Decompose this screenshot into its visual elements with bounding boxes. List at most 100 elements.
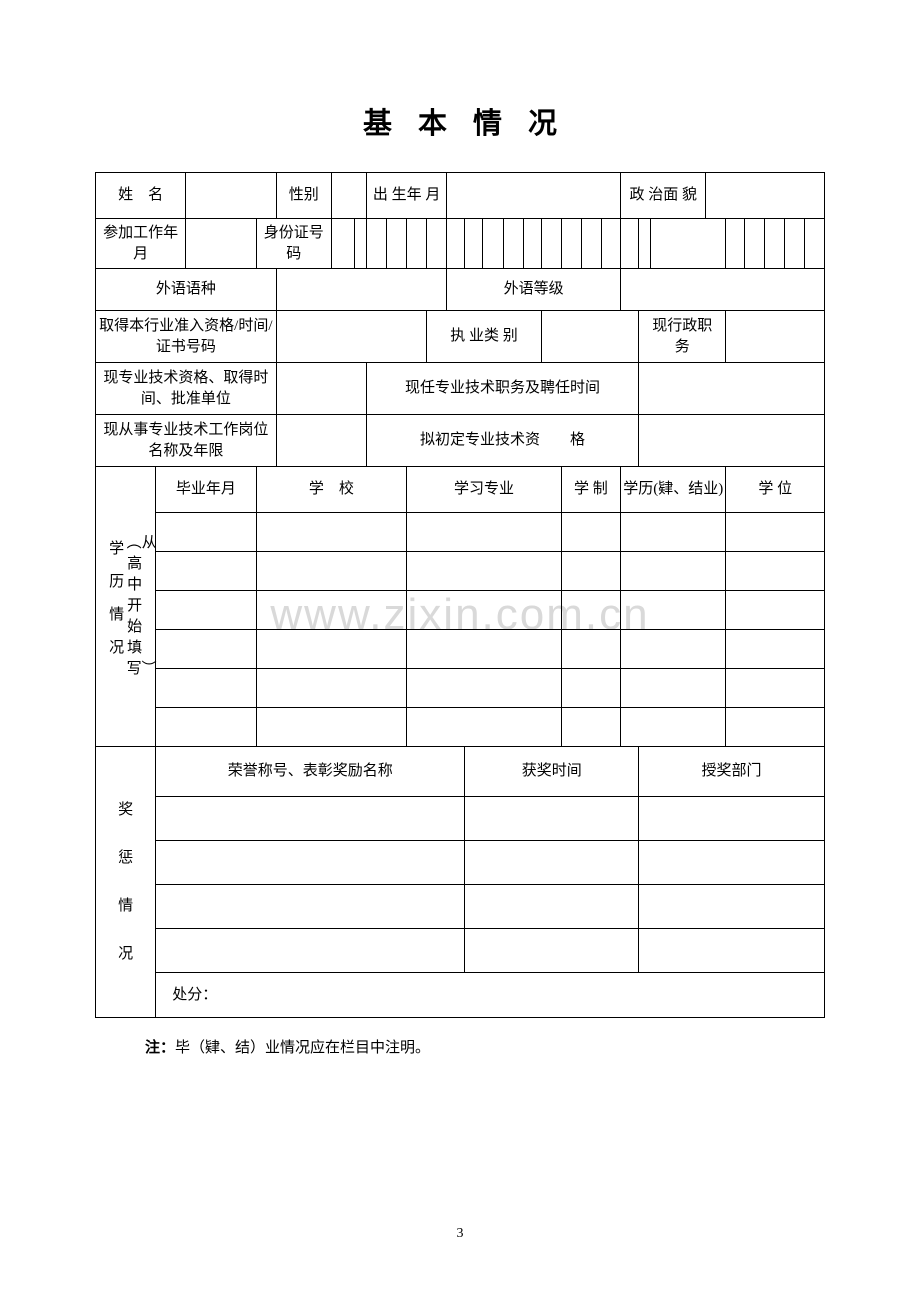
name-label: 姓 名	[96, 173, 186, 219]
id-16	[621, 219, 639, 269]
plan-value	[639, 415, 825, 467]
edu-r2-major	[407, 552, 562, 591]
page-title: 基本情况	[95, 100, 825, 142]
award-r1-time	[465, 797, 639, 841]
cur-work-value	[276, 415, 366, 467]
edu-school-label: 学 校	[256, 467, 407, 513]
plan-label: 拟初定专业技术资 格	[367, 415, 639, 467]
edu-r1-school	[256, 513, 407, 552]
id-19	[726, 219, 744, 269]
cur-post-label: 现任专业技术职务及聘任时间	[367, 363, 639, 415]
lang-level-label: 外语等级	[447, 269, 621, 311]
edu-r2-date	[156, 552, 256, 591]
edu-r4-major	[407, 630, 562, 669]
award-dept-label: 授奖部门	[639, 747, 825, 797]
award-honor-label: 荣誉称号、表彰奖励名称	[156, 747, 465, 797]
page-number: 3	[0, 1226, 920, 1242]
id-10	[503, 219, 523, 269]
workdate-label: 参加工作年月	[96, 219, 186, 269]
id-11	[523, 219, 541, 269]
id-9	[483, 219, 503, 269]
award-r3-honor	[156, 885, 465, 929]
edu-r1-status	[621, 513, 726, 552]
id-23	[804, 219, 824, 269]
id-2	[354, 219, 366, 269]
id-22	[784, 219, 804, 269]
award-r2-honor	[156, 841, 465, 885]
award-r4-honor	[156, 929, 465, 973]
admin-value	[726, 311, 825, 363]
id-8	[465, 219, 483, 269]
footnote: 注：毕（肄、结）业情况应在栏目中注明。	[145, 1036, 825, 1057]
edu-r3-degree	[726, 591, 825, 630]
chufen-label: 处分：	[156, 973, 825, 1018]
award-r3-dept	[639, 885, 825, 929]
edu-r4-degree	[726, 630, 825, 669]
edu-side-label: 学历情况 ︵从高中开始填写︶	[96, 467, 156, 747]
edu-r6-major	[407, 708, 562, 747]
edu-r5-degree	[726, 669, 825, 708]
cur-work-label: 现从事专业技术工作岗位名称及年限	[96, 415, 277, 467]
id-3	[367, 219, 387, 269]
edu-r1-dur	[561, 513, 620, 552]
edu-r5-status	[621, 669, 726, 708]
award-side-label: 奖 惩 情 况	[96, 747, 156, 1018]
edu-r2-school	[256, 552, 407, 591]
gender-label: 性别	[276, 173, 331, 219]
award-r2-dept	[639, 841, 825, 885]
edu-r3-status	[621, 591, 726, 630]
qual-value	[276, 311, 427, 363]
workdate-value	[186, 219, 256, 269]
id-21	[764, 219, 784, 269]
edu-r4-school	[256, 630, 407, 669]
edu-r4-status	[621, 630, 726, 669]
award-r2-time	[465, 841, 639, 885]
edu-r1-major	[407, 513, 562, 552]
id-13	[561, 219, 581, 269]
id-15	[601, 219, 620, 269]
edu-r6-dur	[561, 708, 620, 747]
edu-r1-date	[156, 513, 256, 552]
political-value	[706, 173, 825, 219]
edu-duration-label: 学 制	[561, 467, 620, 513]
id-6	[427, 219, 447, 269]
admin-label: 现行政职 务	[639, 311, 726, 363]
edu-r6-degree	[726, 708, 825, 747]
lang-level-value	[621, 269, 825, 311]
edu-major-label: 学习专业	[407, 467, 562, 513]
id-18	[651, 219, 726, 269]
edu-r2-dur	[561, 552, 620, 591]
edu-r4-dur	[561, 630, 620, 669]
political-label: 政 治面 貌	[621, 173, 706, 219]
edu-r5-dur	[561, 669, 620, 708]
lang-label: 外语语种	[96, 269, 277, 311]
edu-r5-school	[256, 669, 407, 708]
edu-r5-major	[407, 669, 562, 708]
qual-label: 取得本行业准入资格/时间/证书号码	[96, 311, 277, 363]
edu-r6-status	[621, 708, 726, 747]
practice-value	[541, 311, 638, 363]
id-14	[581, 219, 601, 269]
gender-value	[331, 173, 366, 219]
edu-graddate-label: 毕业年月	[156, 467, 256, 513]
cur-post-value	[639, 363, 825, 415]
edu-r3-school	[256, 591, 407, 630]
award-r4-time	[465, 929, 639, 973]
id-12	[541, 219, 561, 269]
award-time-label: 获奖时间	[465, 747, 639, 797]
edu-status-label: 学历(肄、结业)	[621, 467, 726, 513]
edu-r5-date	[156, 669, 256, 708]
edu-r3-date	[156, 591, 256, 630]
name-value	[186, 173, 276, 219]
practice-label: 执 业类 别	[427, 311, 541, 363]
lang-value	[276, 269, 447, 311]
edu-r1-degree	[726, 513, 825, 552]
id-5	[407, 219, 427, 269]
edu-r2-status	[621, 552, 726, 591]
edu-r3-dur	[561, 591, 620, 630]
edu-r4-date	[156, 630, 256, 669]
award-r4-dept	[639, 929, 825, 973]
birth-value	[447, 173, 621, 219]
edu-r3-major	[407, 591, 562, 630]
award-r1-dept	[639, 797, 825, 841]
